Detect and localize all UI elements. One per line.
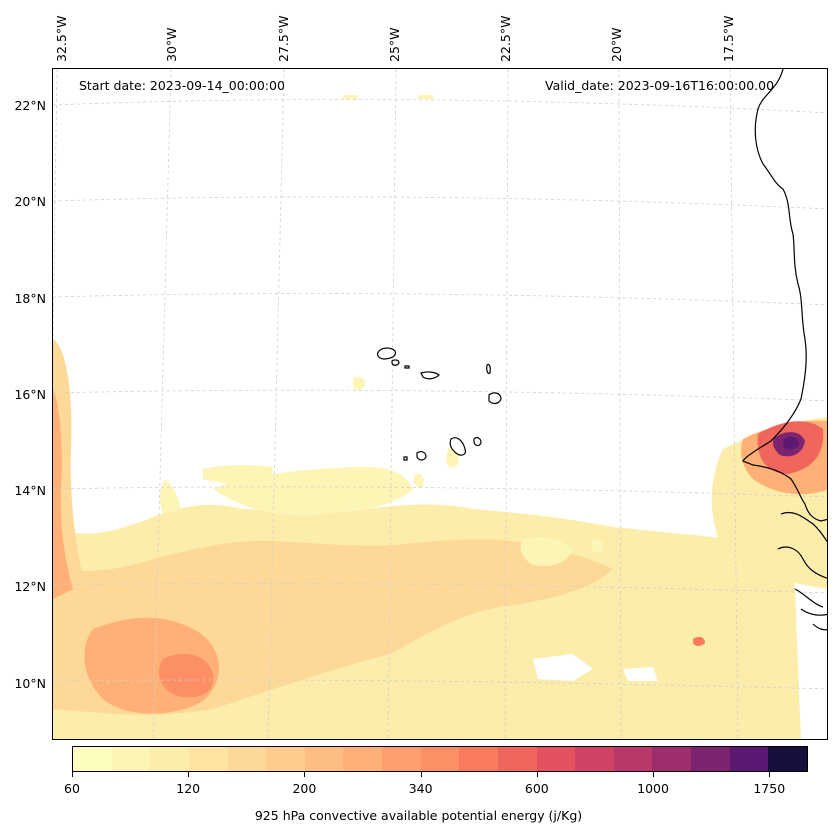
cape-coast-darkpurple <box>783 436 799 450</box>
coast-bijagos <box>777 511 827 631</box>
colorbar-swatch <box>575 747 614 771</box>
colorbar-swatch <box>111 747 151 771</box>
colorbar-swatch <box>729 747 769 771</box>
colorbar-swatch <box>150 747 189 771</box>
colorbar-swatch <box>73 747 112 771</box>
valid-date-label: Valid_date: 2023-09-16T16:00:00.00 <box>545 78 775 93</box>
colorbar-tick <box>188 772 190 777</box>
island-santa-luzia <box>404 365 410 369</box>
lon-label-22-5w: 22.5°W <box>498 15 513 62</box>
island-sao-nicolau <box>420 371 440 380</box>
colorbar-swatch <box>343 747 382 771</box>
colorbar-tick-label: 1750 <box>753 781 786 796</box>
colorbar-tick <box>304 772 306 777</box>
island-santo-antao <box>377 347 396 360</box>
island-brava <box>403 456 408 461</box>
lat-label-14n: 14°N <box>14 483 46 498</box>
colorbar-swatch <box>459 747 498 771</box>
colorbar <box>72 746 808 772</box>
colorbar-swatch <box>768 747 807 771</box>
island-boa-vista <box>488 392 502 405</box>
graticule <box>53 69 827 739</box>
lon-label-32-5w: 32.5°W <box>54 15 69 62</box>
colorbar-swatch <box>188 747 228 771</box>
colorbar-swatch <box>227 747 267 771</box>
colorbar-swatch <box>266 747 305 771</box>
colorbar-tick <box>769 772 771 777</box>
colorbar-swatch <box>304 747 344 771</box>
colorbar-tick <box>72 772 73 777</box>
colorbar-swatch <box>613 747 653 771</box>
colorbar-tick-label: 1000 <box>637 781 669 796</box>
island-sao-vicente <box>391 359 400 366</box>
cape-gap-2 <box>623 667 658 681</box>
lat-label-22n: 22°N <box>14 98 46 113</box>
lat-label-12n: 12°N <box>14 579 46 594</box>
lon-label-25w: 25°W <box>387 27 402 62</box>
cape-patch-c <box>413 473 424 488</box>
cape-patch-f <box>520 537 573 566</box>
cape-patch-a <box>353 377 365 390</box>
colorbar-swatch <box>652 747 691 771</box>
colorbar-tick-label: 60 <box>64 781 80 796</box>
colorbar-tick-label: 120 <box>176 781 201 796</box>
colorbar-tick-label: 340 <box>408 781 433 796</box>
lon-label-27-5w: 27.5°W <box>276 15 291 62</box>
lat-label-18n: 18°N <box>14 291 46 306</box>
colorbar-tick <box>420 772 422 777</box>
lon-label-17-5w: 17.5°W <box>721 15 736 62</box>
island-sal <box>486 363 491 375</box>
cape-west-edge-inner <box>53 389 73 599</box>
lat-label-20n: 20°N <box>14 194 46 209</box>
lat-label-16n: 16°N <box>14 387 46 402</box>
cape-gap-1 <box>533 654 593 681</box>
coastline <box>742 69 827 631</box>
island-maio <box>473 437 482 447</box>
island-fogo <box>416 451 427 461</box>
colorbar-swatch <box>382 747 421 771</box>
colorbar-swatch <box>497 747 537 771</box>
cape-patch-north <box>159 479 181 514</box>
colorbar-swatch <box>536 747 576 771</box>
cape-patch-d <box>343 95 358 99</box>
cape-patch-h <box>693 636 705 646</box>
cape-core-southwest <box>159 654 214 698</box>
african-coast <box>742 69 827 522</box>
colorbar-swatch <box>420 747 460 771</box>
cape-field <box>53 95 827 739</box>
island-santiago <box>449 437 466 456</box>
colorbar-tick <box>653 772 655 777</box>
lon-label-30w: 30°W <box>164 27 179 62</box>
cape-patch-e <box>418 95 433 99</box>
lon-label-20w: 20°W <box>609 27 624 62</box>
map-canvas <box>53 69 827 739</box>
colorbar-tick <box>536 772 538 777</box>
cape-strand-top <box>203 464 273 489</box>
map-panel <box>52 68 828 740</box>
lat-label-10n: 10°N <box>14 676 46 691</box>
cape-patch-g <box>591 538 604 554</box>
cape-verde-islands <box>377 347 502 461</box>
colorbar-swatch <box>691 747 730 771</box>
start-date-label: Start date: 2023-09-14_00:00:00 <box>79 78 285 93</box>
colorbar-tick-label: 200 <box>292 781 317 796</box>
colorbar-title: 925 hPa convective available potential e… <box>254 808 583 823</box>
colorbar-tick-label: 600 <box>524 781 549 796</box>
